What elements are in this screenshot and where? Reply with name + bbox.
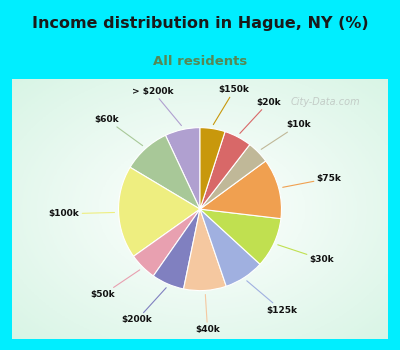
Wedge shape [200,128,225,209]
Text: $20k: $20k [240,98,281,133]
Wedge shape [166,128,200,209]
Text: $75k: $75k [283,174,342,187]
Text: $60k: $60k [94,115,143,146]
Text: City-Data.com: City-Data.com [290,97,360,107]
Wedge shape [184,209,226,290]
Wedge shape [200,132,250,209]
Wedge shape [200,161,282,219]
Text: $200k: $200k [122,288,166,324]
Wedge shape [200,209,260,286]
Text: $50k: $50k [90,270,140,299]
Text: > $200k: > $200k [132,87,182,126]
Text: $150k: $150k [213,85,250,125]
Text: All residents: All residents [153,55,247,68]
Wedge shape [200,145,266,209]
Text: $30k: $30k [278,245,334,264]
Wedge shape [153,209,200,289]
Wedge shape [200,209,281,264]
Wedge shape [118,167,200,256]
Text: $100k: $100k [49,209,114,218]
Text: Income distribution in Hague, NY (%): Income distribution in Hague, NY (%) [32,16,368,31]
Wedge shape [130,135,200,209]
Text: $10k: $10k [261,120,311,149]
Wedge shape [134,209,200,276]
Text: $40k: $40k [195,294,220,334]
Text: $125k: $125k [247,281,297,315]
